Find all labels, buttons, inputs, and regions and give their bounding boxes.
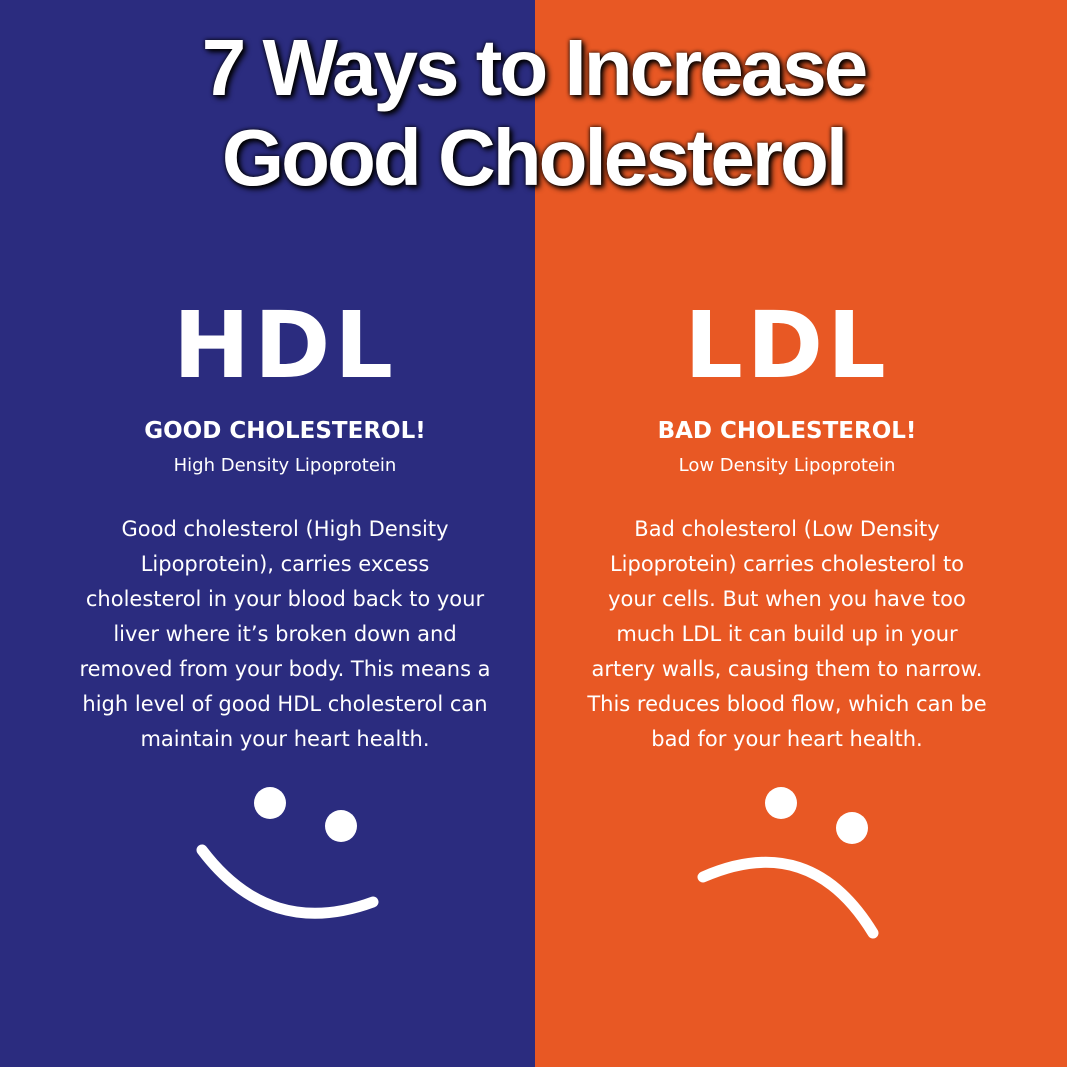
panel-caption: High Density Lipoprotein — [173, 455, 397, 476]
panel-heading: LDL — [684, 292, 890, 399]
body-line: cholesterol in your blood back to your — [85, 587, 485, 611]
body-line: your cells. But when you have too — [608, 587, 966, 611]
body-line: Bad cholesterol (Low Density — [634, 517, 940, 541]
body-line: liver where it’s broken down and — [113, 622, 457, 646]
panel-subtitle: BAD CHOLESTEROL! — [657, 418, 917, 444]
ldl-panel — [535, 0, 1067, 1067]
hdl-panel — [0, 0, 535, 1067]
body-line: This reduces blood flow, which can be — [587, 692, 987, 716]
body-line: artery walls, causing them to narrow. — [591, 657, 983, 681]
panel-body: Good cholesterol (High Density Lipoprotei… — [35, 512, 535, 757]
body-line: Lipoprotein), carries excess — [140, 552, 430, 576]
panel-subtitle: GOOD CHOLESTEROL! — [144, 418, 426, 444]
body-line: removed from your body. This means a — [79, 657, 491, 681]
body-line: Lipoprotein) carries cholesterol to — [609, 552, 965, 576]
body-line: Good cholesterol (High Density — [121, 517, 449, 541]
panel-heading: HDL — [173, 292, 397, 399]
body-line: bad for your heart health. — [651, 727, 923, 751]
body-line: maintain your heart health. — [140, 727, 430, 751]
panel-caption: Low Density Lipoprotein — [678, 455, 896, 476]
title-line: Good Cholesterol — [221, 113, 848, 202]
smiley-face — [196, 787, 379, 919]
body-line: much LDL it can build up in your — [616, 622, 958, 646]
body-line: high level of good HDL cholesterol can — [82, 692, 488, 716]
title-line: 7 Ways to Increase — [201, 23, 868, 112]
frown-face — [697, 787, 879, 939]
panel-body: Bad cholesterol (Low Density Lipoprotein)… — [537, 512, 1037, 757]
